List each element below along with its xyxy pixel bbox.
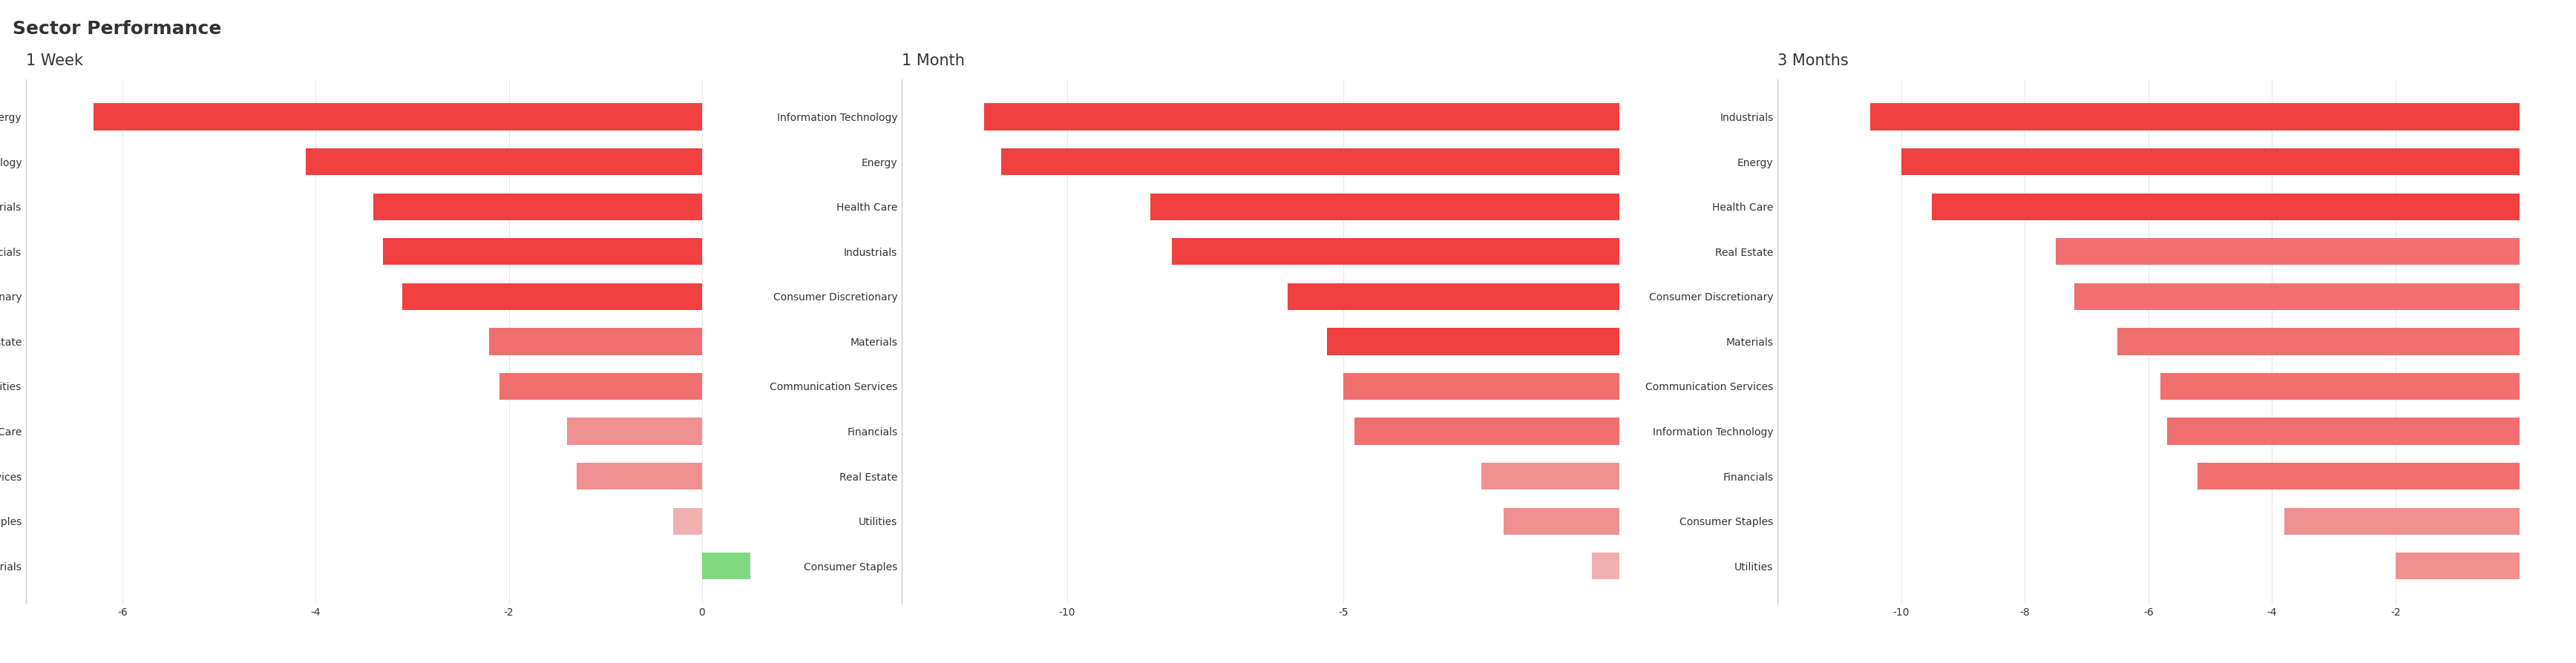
Bar xyxy=(1149,193,1620,220)
Bar xyxy=(1342,373,1620,400)
Bar xyxy=(701,552,750,579)
Bar xyxy=(2161,373,2519,400)
Bar xyxy=(307,149,701,175)
Bar xyxy=(1901,149,2519,175)
Text: Sector Performance: Sector Performance xyxy=(13,20,222,38)
Bar xyxy=(2285,508,2519,534)
Bar xyxy=(93,103,701,131)
Bar xyxy=(1870,103,2519,131)
Bar xyxy=(1327,328,1620,355)
Bar xyxy=(1481,463,1620,490)
Text: 1 Week: 1 Week xyxy=(26,53,82,68)
Bar xyxy=(1172,238,1620,265)
Bar xyxy=(1932,193,2519,220)
Bar xyxy=(2117,328,2519,355)
Bar xyxy=(1355,418,1620,445)
Bar xyxy=(2197,463,2519,490)
Bar xyxy=(567,418,701,445)
Bar xyxy=(374,193,701,220)
Bar xyxy=(500,373,701,400)
Bar xyxy=(489,328,701,355)
Text: 1 Month: 1 Month xyxy=(902,53,963,68)
Bar xyxy=(1002,149,1620,175)
Text: 3 Months: 3 Months xyxy=(1777,53,1850,68)
Bar xyxy=(1592,552,1620,579)
Bar xyxy=(577,463,701,490)
Bar xyxy=(2396,552,2519,579)
Bar xyxy=(402,283,701,310)
Bar xyxy=(2166,418,2519,445)
Bar xyxy=(384,238,701,265)
Bar xyxy=(2074,283,2519,310)
Bar xyxy=(1288,283,1620,310)
Bar xyxy=(984,103,1620,131)
Bar xyxy=(672,508,701,534)
Bar xyxy=(1504,508,1620,534)
Bar xyxy=(2056,238,2519,265)
